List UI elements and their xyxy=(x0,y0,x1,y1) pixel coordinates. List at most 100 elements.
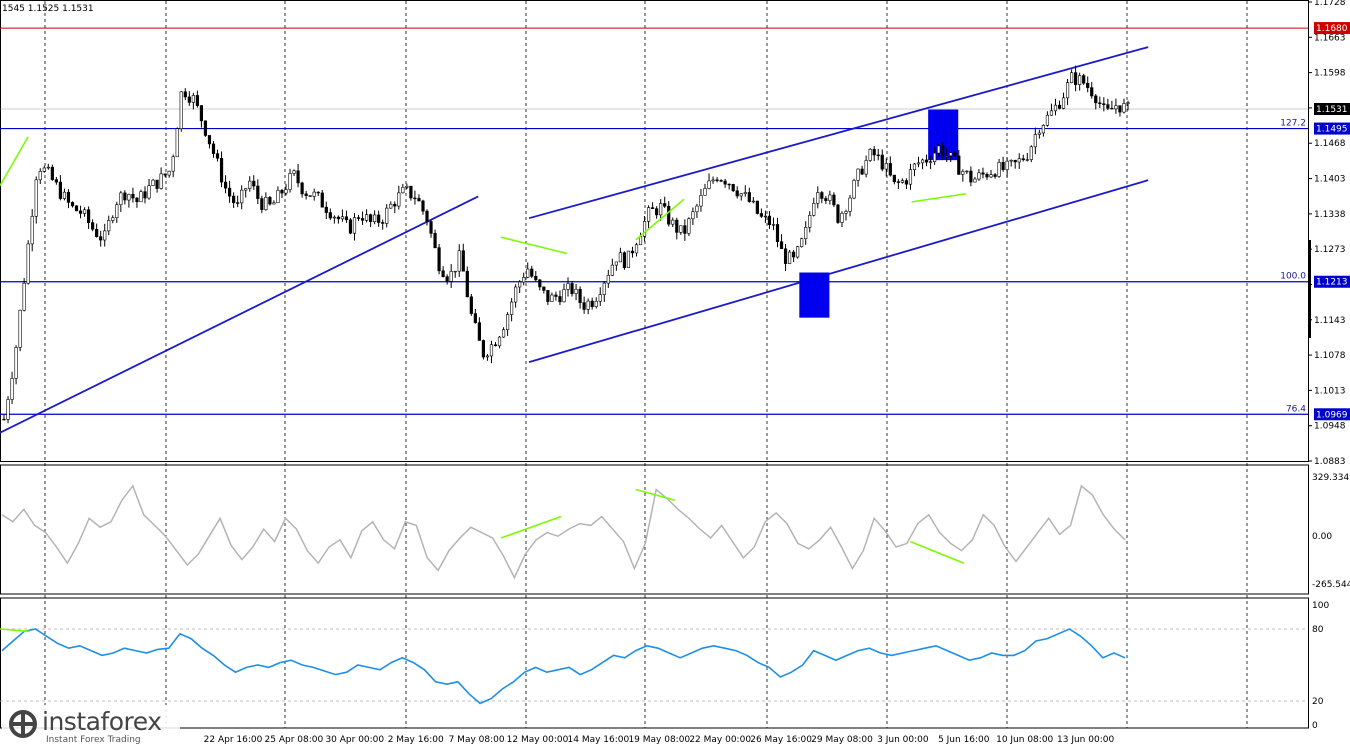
candle-body xyxy=(397,192,401,207)
candle-body xyxy=(937,145,941,154)
candle-body xyxy=(320,192,324,208)
candle-body xyxy=(203,120,208,136)
candle-body xyxy=(997,161,1001,177)
candle-body xyxy=(973,178,977,183)
price-tick-label: 1.1273 xyxy=(1314,245,1346,255)
rsi-divergence-line xyxy=(0,628,31,633)
price-tick-label: 1.1143 xyxy=(1314,316,1346,326)
candle-body xyxy=(868,149,872,161)
candle-body xyxy=(66,191,71,203)
candle-body xyxy=(336,216,340,220)
candle-body xyxy=(582,302,586,310)
candle-body xyxy=(199,105,204,122)
candle-body xyxy=(477,322,481,341)
price-tick-label: 1.0883 xyxy=(1314,457,1346,467)
candle-body xyxy=(514,286,518,303)
candle-body xyxy=(888,163,892,176)
x-axis-label: 7 May 08:00 xyxy=(449,735,505,745)
candle-body xyxy=(497,336,502,347)
logo-brand: instaforex xyxy=(42,707,162,736)
candle-body xyxy=(95,228,99,237)
candle-body xyxy=(735,190,739,197)
candle-body xyxy=(38,171,42,181)
candle-body xyxy=(626,250,631,268)
candle-body xyxy=(465,270,469,298)
price-tag xyxy=(1314,122,1350,135)
candle-body xyxy=(409,185,413,199)
candle-body xyxy=(340,216,345,220)
price-tick-label: 1.1078 xyxy=(1314,351,1346,361)
candle-body xyxy=(87,209,91,223)
candle-body xyxy=(147,185,151,199)
price-tick-label: 1.0948 xyxy=(1314,422,1346,432)
x-axis-label: 19 May 08:00 xyxy=(628,735,690,745)
candle-body xyxy=(99,236,103,241)
candle-body xyxy=(103,230,107,241)
candle-body xyxy=(518,281,522,288)
candle-body xyxy=(364,214,369,221)
candle-body xyxy=(675,219,679,233)
candle-body xyxy=(526,268,530,278)
candle-body xyxy=(900,180,904,183)
candle-body xyxy=(783,248,788,264)
cci-tick-label: 0.00 xyxy=(1312,532,1332,542)
ohlc-readout: 1545 1.1525 1.1531 xyxy=(2,4,94,14)
candle-body xyxy=(360,218,365,221)
candle-body xyxy=(1069,72,1074,84)
rsi-tick-label: 20 xyxy=(1312,697,1324,707)
price-tag xyxy=(1314,22,1350,35)
candle-body xyxy=(989,174,993,178)
candle-body xyxy=(50,166,54,180)
candle-body xyxy=(941,145,945,157)
candle-body xyxy=(1037,132,1041,135)
candle-body xyxy=(288,173,292,190)
candle-body xyxy=(481,340,486,358)
candle-body xyxy=(924,159,929,163)
candle-body xyxy=(965,170,969,173)
candle-body xyxy=(429,221,433,234)
candle-body xyxy=(558,296,562,303)
candle-body xyxy=(264,197,268,210)
candle-body xyxy=(1122,103,1126,113)
candle-body xyxy=(671,219,675,225)
candle-body xyxy=(590,300,594,307)
x-axis-label: 22 Apr 16:00 xyxy=(204,735,263,745)
candle-body xyxy=(139,191,143,203)
candle-body xyxy=(1061,97,1066,109)
candle-body xyxy=(107,220,111,232)
candle-body xyxy=(723,180,727,185)
rsi-panel-border xyxy=(0,597,1309,729)
candle-body xyxy=(562,289,566,303)
candle-body xyxy=(449,271,453,282)
candle-body xyxy=(252,180,256,187)
candle-body xyxy=(167,170,171,176)
candle-body xyxy=(1094,95,1098,104)
candle-body xyxy=(1025,159,1029,161)
candle-body xyxy=(493,344,498,347)
candle-body xyxy=(554,294,558,297)
candle-body xyxy=(832,194,836,206)
candle-body xyxy=(389,203,393,209)
x-axis-label: 26 May 16:00 xyxy=(750,735,812,745)
candle-body xyxy=(659,203,663,216)
price-tag-label: 1.1680 xyxy=(1316,24,1348,34)
candle-body xyxy=(10,378,14,400)
candle-body xyxy=(920,159,925,164)
candle-body xyxy=(908,169,913,185)
trend-line-channel-lower xyxy=(528,179,1149,364)
candle-body xyxy=(655,208,659,216)
candle-body xyxy=(695,205,699,213)
candle-body xyxy=(860,168,864,175)
candle-body xyxy=(373,214,377,223)
candle-body xyxy=(256,185,260,199)
candle-body xyxy=(651,207,655,210)
candle-body xyxy=(896,181,900,183)
candle-body xyxy=(1102,103,1106,105)
candle-body xyxy=(401,186,405,194)
candle-body xyxy=(522,277,526,283)
candle-body xyxy=(425,210,429,222)
candle-body xyxy=(981,172,985,175)
candle-body xyxy=(1098,102,1102,105)
highlight-zone xyxy=(799,272,830,318)
